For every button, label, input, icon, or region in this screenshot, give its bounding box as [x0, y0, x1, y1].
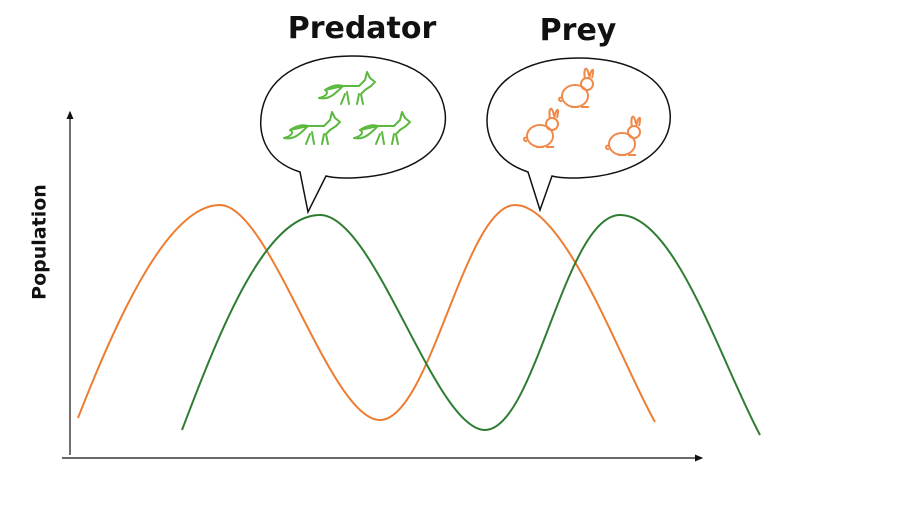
- prey-curve: [77, 203, 656, 423]
- predator-title: Predator: [288, 11, 437, 46]
- prey-title: Prey: [540, 13, 617, 48]
- prey-bubble: [486, 57, 671, 213]
- predator-curve: [181, 213, 761, 436]
- predator-bubble: [260, 55, 447, 215]
- y-axis-label: Population: [29, 184, 51, 300]
